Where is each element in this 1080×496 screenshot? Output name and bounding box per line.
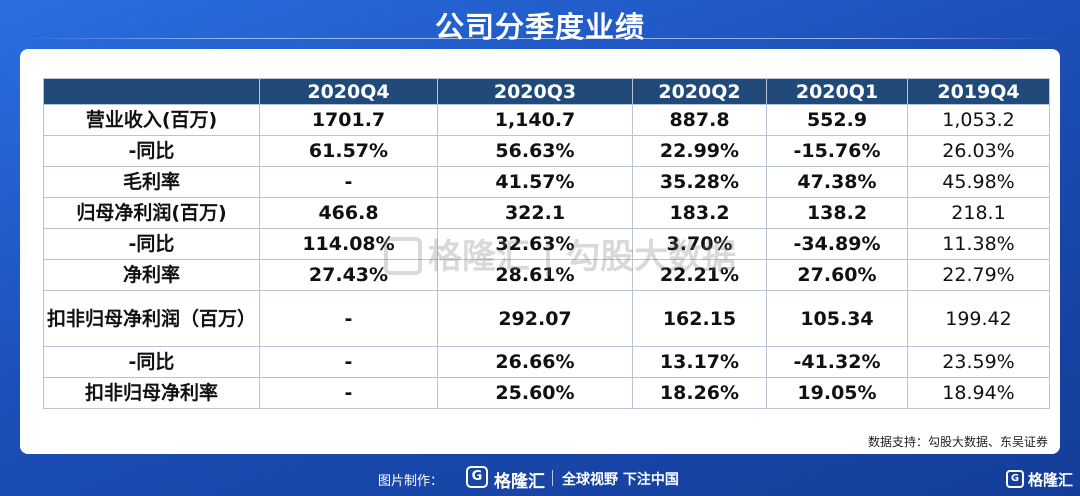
footer-brand: 格隆汇	[494, 472, 545, 492]
table-cell: -15.76%	[766, 135, 908, 167]
table-card: 2020Q4 2020Q3 2020Q2 2020Q1 2019Q4 营业收入(…	[20, 49, 1060, 454]
title-divider	[20, 38, 1060, 39]
table-cell: -41.32%	[766, 346, 908, 378]
corner-logo-icon: G	[1006, 470, 1024, 488]
table-cell: 27.60%	[766, 259, 908, 291]
table-cell: 162.15	[632, 290, 767, 347]
table-cell: 105.34	[766, 290, 908, 347]
footer-made-by: 图片制作：	[378, 474, 444, 489]
header-2020q4: 2020Q4	[259, 78, 438, 105]
table-row: -同比 61.57% 56.63% 22.99% -15.76% 26.03%	[43, 135, 1050, 167]
table-row: 净利率 27.43% 28.61% 22.21% 27.60% 22.79%	[43, 259, 1050, 291]
header-2020q2: 2020Q2	[632, 78, 767, 105]
table-row: -同比 114.08% 32.63% 3.70% -34.89% 11.38%	[43, 228, 1050, 260]
table-cell: 199.42	[907, 290, 1050, 347]
row-label: 扣非归母净利率	[43, 377, 260, 409]
table-cell: 18.26%	[632, 377, 767, 409]
table-cell: 45.98%	[907, 166, 1050, 198]
table-cell: 41.57%	[437, 166, 633, 198]
table-row: 归母净利润(百万) 466.8 322.1 183.2 138.2 218.1	[43, 197, 1050, 229]
table-cell: -	[259, 166, 438, 198]
footer: 图片制作： G 格隆汇 全球视野 下注中国	[0, 464, 1080, 492]
table-cell: 11.38%	[907, 228, 1050, 260]
header-2020q1: 2020Q1	[766, 78, 908, 105]
table-cell: 18.94%	[907, 377, 1050, 409]
table-cell: 3.70%	[632, 228, 767, 260]
table-cell: 1,053.2	[907, 104, 1050, 136]
table-row: 毛利率 - 41.57% 35.28% 47.38% 45.98%	[43, 166, 1050, 198]
source-note: 数据支持：勾股大数据、东吴证券	[867, 435, 1048, 449]
header-2019q4: 2019Q4	[907, 78, 1050, 105]
table-cell: 27.43%	[259, 259, 438, 291]
row-label: -同比	[43, 135, 260, 167]
row-label: -同比	[43, 346, 260, 378]
table-cell: -	[259, 290, 438, 347]
table-cell: 292.07	[437, 290, 633, 347]
table-cell: 322.1	[437, 197, 633, 229]
row-label: 毛利率	[43, 166, 260, 198]
table-cell: 47.38%	[766, 166, 908, 198]
table-cell: -34.89%	[766, 228, 908, 260]
table-cell: 1,140.7	[437, 104, 633, 136]
row-label: 净利率	[43, 259, 260, 291]
brand-logo-icon: G	[466, 466, 488, 488]
table-cell: 28.61%	[437, 259, 633, 291]
row-label: 扣非归母净利润（百万）	[43, 290, 260, 347]
performance-table: 2020Q4 2020Q3 2020Q2 2020Q1 2019Q4 营业收入(…	[43, 78, 1050, 409]
table-row: 扣非归母净利润（百万） - 292.07 162.15 105.34 199.4…	[43, 290, 1050, 347]
row-label: 营业收入(百万)	[43, 104, 260, 136]
table-cell: -	[259, 377, 438, 409]
table-cell: 138.2	[766, 197, 908, 229]
row-label: -同比	[43, 228, 260, 260]
table-cell: 32.63%	[437, 228, 633, 260]
header-2020q3: 2020Q3	[437, 78, 633, 105]
table-cell: 13.17%	[632, 346, 767, 378]
corner-brand: 格隆汇	[1028, 471, 1074, 489]
table-cell: 35.28%	[632, 166, 767, 198]
table-cell: 56.63%	[437, 135, 633, 167]
table-cell: 1701.7	[259, 104, 438, 136]
table-cell: 218.1	[907, 197, 1050, 229]
header-empty	[43, 78, 260, 105]
table-cell: 552.9	[766, 104, 908, 136]
table-row: 扣非归母净利率 - 25.60% 18.26% 19.05% 18.94%	[43, 377, 1050, 409]
table-cell: 466.8	[259, 197, 438, 229]
table-cell: 61.57%	[259, 135, 438, 167]
table-cell: 23.59%	[907, 346, 1050, 378]
table-header-row: 2020Q4 2020Q3 2020Q2 2020Q1 2019Q4	[43, 78, 1050, 105]
footer-divider	[552, 470, 553, 486]
table-cell: 26.66%	[437, 346, 633, 378]
row-label: 归母净利润(百万)	[43, 197, 260, 229]
table-cell: 114.08%	[259, 228, 438, 260]
table-cell: 887.8	[632, 104, 767, 136]
page-title: 公司分季度业绩	[434, 10, 645, 44]
table-cell: 19.05%	[766, 377, 908, 409]
table-cell: 22.79%	[907, 259, 1050, 291]
table-cell: 22.99%	[632, 135, 767, 167]
table-cell: 183.2	[632, 197, 767, 229]
table-cell: 26.03%	[907, 135, 1050, 167]
table-cell: -	[259, 346, 438, 378]
table-row: -同比 - 26.66% 13.17% -41.32% 23.59%	[43, 346, 1050, 378]
footer-slogan: 全球视野 下注中国	[562, 472, 679, 488]
table-row: 营业收入(百万) 1701.7 1,140.7 887.8 552.9 1,05…	[43, 104, 1050, 136]
table-cell: 22.21%	[632, 259, 767, 291]
table-cell: 25.60%	[437, 377, 633, 409]
